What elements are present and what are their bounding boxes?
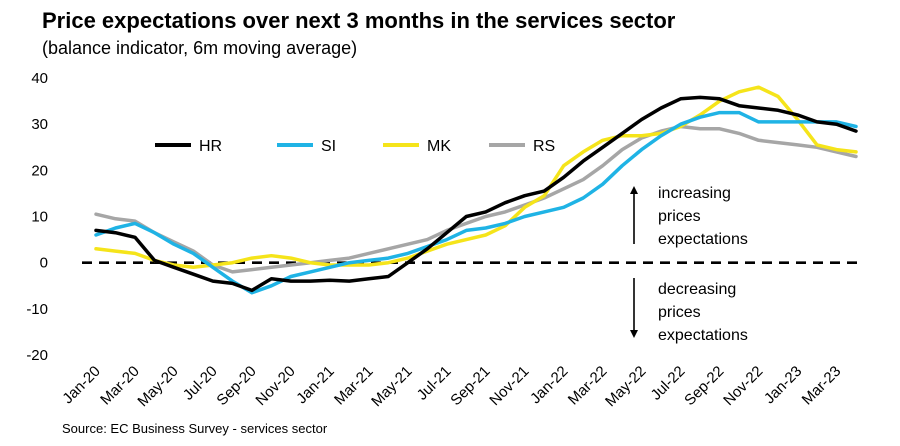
annotation-text: decreasing xyxy=(658,281,736,298)
annotation-text: expectations xyxy=(658,231,748,248)
x-tick-label: May-20 xyxy=(134,363,181,410)
x-tick-label: Nov-20 xyxy=(252,363,298,409)
annotation-text: increasing xyxy=(658,185,731,202)
x-tick-label: Sep-20 xyxy=(213,363,259,409)
x-tick-label: Mar-20 xyxy=(97,363,143,409)
line-chart: 403020100-10-20Jan-20Mar-20May-20Jul-20S… xyxy=(0,0,900,446)
legend-label-hr: HR xyxy=(199,138,222,155)
x-tick-label: Nov-22 xyxy=(720,363,766,409)
y-tick-label: 20 xyxy=(31,162,48,179)
y-tick-label: 40 xyxy=(31,70,48,87)
x-tick-label: Sep-21 xyxy=(447,363,493,409)
annotation-text: prices xyxy=(658,208,701,225)
x-tick-label: Jan-21 xyxy=(293,363,337,407)
legend-label-mk: MK xyxy=(427,138,451,155)
x-tick-label: May-21 xyxy=(368,363,415,410)
x-tick-label: Mar-21 xyxy=(331,363,377,409)
y-tick-label: -10 xyxy=(26,301,48,318)
x-tick-label: Mar-23 xyxy=(799,363,845,409)
y-tick-label: 30 xyxy=(31,116,48,133)
y-tick-label: 0 xyxy=(40,255,48,272)
y-tick-label: -20 xyxy=(26,347,48,364)
x-tick-label: Jan-23 xyxy=(761,363,805,407)
x-tick-label: Sep-22 xyxy=(681,363,727,409)
legend-label-si: SI xyxy=(321,138,336,155)
annotation-text: prices xyxy=(658,304,701,321)
chart-source: Source: EC Business Survey - services se… xyxy=(62,421,327,436)
y-tick-label: 10 xyxy=(31,209,48,226)
x-tick-label: Mar-22 xyxy=(565,363,611,409)
x-tick-label: Jan-20 xyxy=(59,363,103,407)
legend-label-rs: RS xyxy=(533,138,555,155)
x-tick-label: Nov-21 xyxy=(486,363,532,409)
x-tick-label: May-22 xyxy=(602,363,649,410)
annotation-text: expectations xyxy=(658,327,748,344)
x-tick-label: Jan-22 xyxy=(527,363,571,407)
